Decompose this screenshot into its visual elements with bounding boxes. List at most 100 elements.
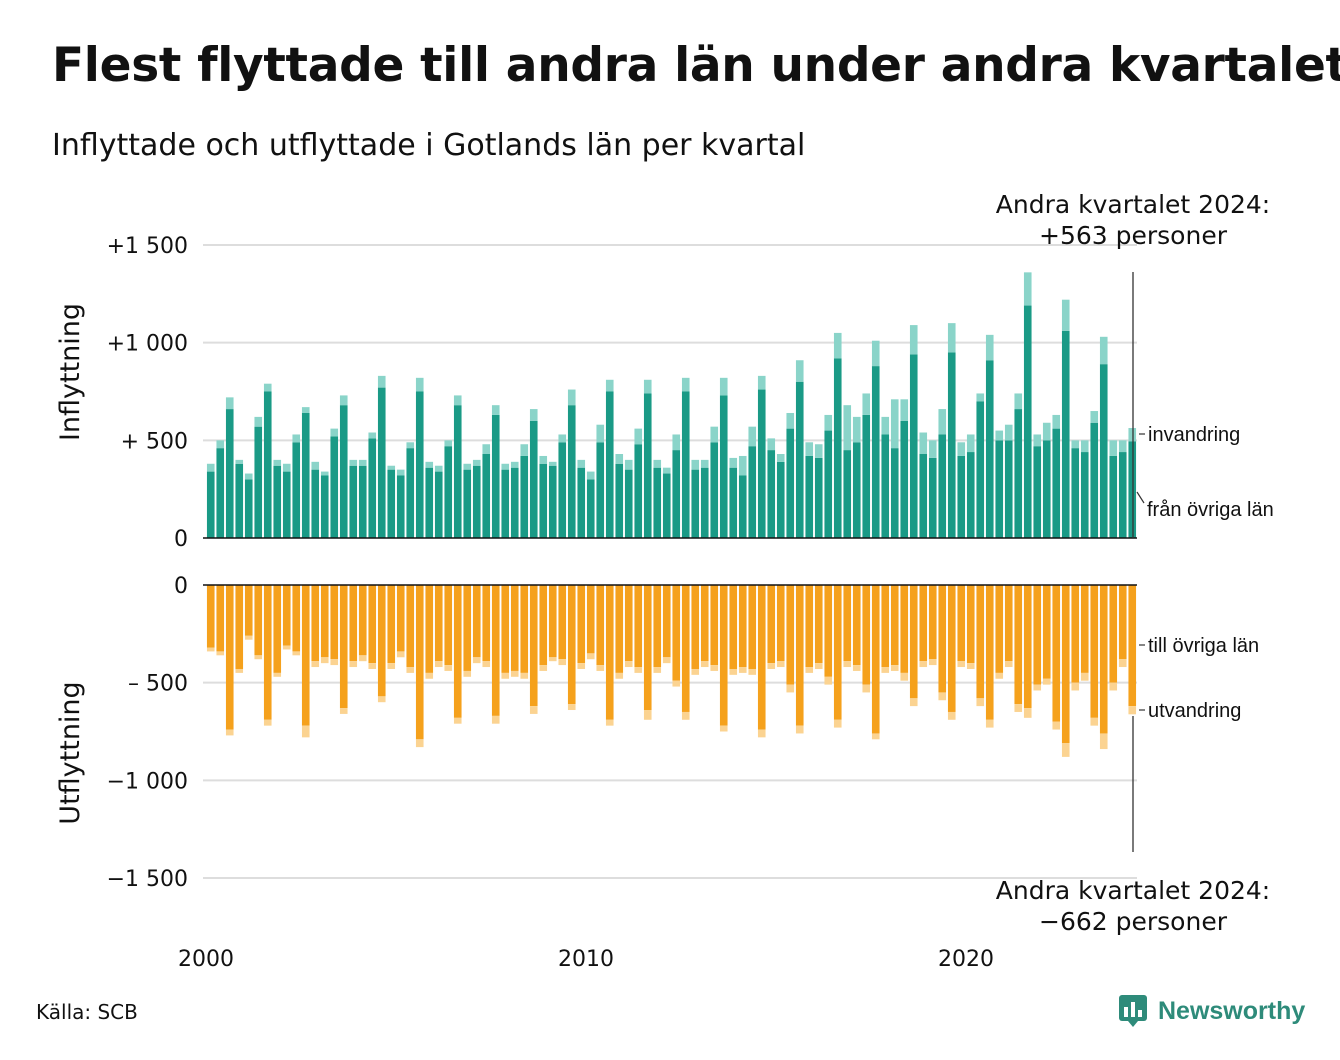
bar-utvandring bbox=[1109, 682, 1118, 691]
bar-fran-ovriga-lan bbox=[919, 454, 928, 538]
bar-fran-ovriga-lan bbox=[596, 442, 605, 538]
bar-invandring bbox=[330, 428, 339, 437]
gridlines bbox=[203, 244, 1137, 879]
bar-fran-ovriga-lan bbox=[824, 430, 833, 538]
bar-utvandring bbox=[520, 672, 529, 679]
bar-till-ovriga-lan bbox=[282, 585, 291, 646]
bar-till-ovriga-lan bbox=[482, 585, 491, 662]
bar-utvandring bbox=[748, 668, 757, 675]
bar-till-ovriga-lan bbox=[900, 585, 909, 673]
bar-invandring bbox=[1099, 336, 1108, 365]
bar-fran-ovriga-lan bbox=[757, 389, 766, 538]
bar-utvandring bbox=[662, 657, 671, 664]
bar-fran-ovriga-lan bbox=[453, 405, 462, 538]
bar-fran-ovriga-lan bbox=[1004, 440, 1013, 538]
bar-utvandring bbox=[691, 668, 700, 675]
bar-fran-ovriga-lan bbox=[1099, 364, 1108, 538]
bar-utvandring bbox=[1014, 704, 1023, 712]
bar-fran-ovriga-lan bbox=[966, 452, 975, 538]
bar-fran-ovriga-lan bbox=[539, 463, 548, 538]
bar-fran-ovriga-lan bbox=[1042, 440, 1051, 538]
bar-invandring bbox=[301, 407, 310, 413]
bar-invandring bbox=[805, 442, 814, 456]
bar-fran-ovriga-lan bbox=[767, 450, 776, 538]
bar-till-ovriga-lan bbox=[1033, 585, 1042, 685]
bar-utvandring bbox=[339, 708, 348, 714]
bar-invandring bbox=[833, 332, 842, 359]
bar-fran-ovriga-lan bbox=[624, 469, 633, 538]
bar-utvandring bbox=[273, 672, 282, 677]
utflyttning-axis-label: Utflyttning bbox=[55, 681, 86, 824]
bar-utvandring bbox=[947, 711, 956, 720]
bar-till-ovriga-lan bbox=[605, 585, 614, 720]
bar-fran-ovriga-lan bbox=[795, 381, 804, 538]
bar-invandring bbox=[729, 457, 738, 468]
bar-utvandring bbox=[425, 672, 434, 679]
bar-fran-ovriga-lan bbox=[719, 395, 728, 538]
bar-fran-ovriga-lan bbox=[330, 436, 339, 538]
bar-till-ovriga-lan bbox=[548, 585, 557, 658]
bar-utvandring bbox=[1128, 706, 1137, 715]
newsworthy-icon bbox=[1119, 995, 1147, 1027]
brand-name: Newsworthy bbox=[1158, 996, 1306, 1025]
bar-till-ovriga-lan bbox=[510, 585, 519, 671]
bar-invandring bbox=[681, 377, 690, 392]
bar-utvandring bbox=[282, 645, 291, 650]
bar-till-ovriga-lan bbox=[624, 585, 633, 662]
bar-utvandring bbox=[767, 663, 776, 669]
bar-till-ovriga-lan bbox=[786, 585, 795, 685]
bar-till-ovriga-lan bbox=[881, 585, 890, 668]
bar-invandring bbox=[852, 416, 861, 443]
bar-till-ovriga-lan bbox=[653, 585, 662, 668]
x-tick-label: 2020 bbox=[938, 947, 994, 972]
bar-till-ovriga-lan bbox=[225, 585, 234, 730]
bar-till-ovriga-lan bbox=[1090, 585, 1099, 718]
bar-utvandring bbox=[862, 684, 871, 693]
bar-invandring bbox=[1080, 440, 1089, 453]
bar-utvandring bbox=[729, 668, 738, 675]
bar-invandring bbox=[1014, 393, 1023, 410]
bar-fran-ovriga-lan bbox=[387, 469, 396, 538]
source-note: Källa: SCB bbox=[36, 1000, 138, 1024]
bar-fran-ovriga-lan bbox=[890, 448, 899, 538]
bar-invandring bbox=[244, 473, 253, 480]
bar-invandring bbox=[539, 455, 548, 464]
bar-invandring bbox=[862, 393, 871, 415]
bar-till-ovriga-lan bbox=[501, 585, 510, 673]
bar-till-ovriga-lan bbox=[520, 585, 529, 673]
bar-fran-ovriga-lan bbox=[928, 457, 937, 538]
bar-till-ovriga-lan bbox=[320, 585, 329, 658]
bar-utvandring bbox=[1099, 733, 1108, 750]
bar-invandring bbox=[358, 459, 367, 466]
bar-utvandring bbox=[919, 661, 928, 668]
bar-invandring bbox=[415, 377, 424, 392]
bar-fran-ovriga-lan bbox=[653, 467, 662, 538]
bar-till-ovriga-lan bbox=[662, 585, 671, 658]
bar-invandring bbox=[1090, 411, 1099, 423]
bar-fran-ovriga-lan bbox=[482, 454, 491, 538]
bar-invandring bbox=[368, 432, 377, 439]
bar-invandring bbox=[1061, 299, 1070, 331]
bar-till-ovriga-lan bbox=[738, 585, 747, 668]
invandring-series-label: invandring bbox=[1148, 424, 1240, 446]
bar-invandring bbox=[254, 416, 263, 427]
bar-utvandring bbox=[634, 667, 643, 673]
bar-invandring bbox=[947, 323, 956, 353]
bar-utvandring bbox=[529, 706, 538, 714]
bar-utvandring bbox=[1118, 659, 1127, 668]
bar-utvandring bbox=[216, 651, 225, 656]
bar-fran-ovriga-lan bbox=[1090, 422, 1099, 538]
bar-till-ovriga-lan bbox=[1109, 585, 1118, 683]
bar-till-ovriga-lan bbox=[292, 585, 301, 652]
bar-utvandring bbox=[976, 698, 985, 707]
bar-invandring bbox=[1004, 424, 1013, 441]
bar-till-ovriga-lan bbox=[1004, 585, 1013, 662]
bar-invandring bbox=[273, 459, 282, 466]
bar-utvandring bbox=[491, 715, 500, 724]
bottom-y-tick-label: −1 000 bbox=[107, 769, 188, 794]
bar-utvandring bbox=[871, 733, 880, 740]
bar-fran-ovriga-lan bbox=[1071, 448, 1080, 538]
bar-invandring bbox=[928, 440, 937, 458]
bar-utvandring bbox=[567, 704, 576, 711]
bar-invandring bbox=[700, 459, 709, 468]
